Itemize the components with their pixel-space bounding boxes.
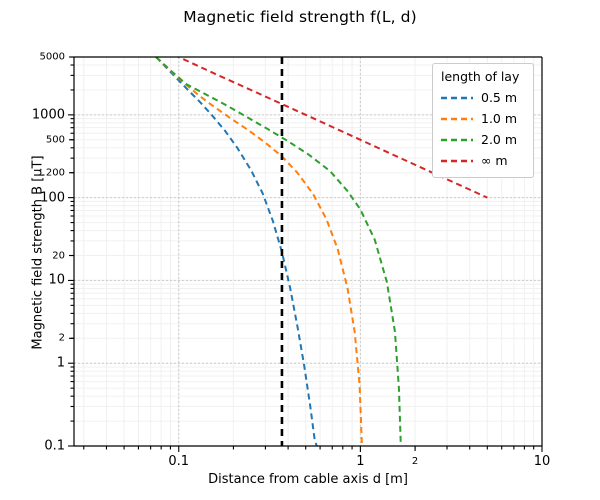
x-axis-label: Distance from cable axis d [m] bbox=[208, 472, 408, 487]
y-tick-label: 1000 bbox=[31, 107, 65, 123]
series-line-m bbox=[176, 57, 488, 199]
chart-title: Magnetic field strength f(L, d) bbox=[183, 8, 417, 26]
legend-item-label: ∞ m bbox=[481, 153, 508, 168]
chart-legend: length of lay 0.5 m 1.0 m 2.0 m ∞ m bbox=[432, 63, 534, 178]
y-tick-label: 500 bbox=[45, 134, 65, 146]
legend-item-label: 0.5 m bbox=[481, 90, 518, 105]
legend-item[interactable]: 1.0 m bbox=[440, 108, 526, 129]
y-tick-label: 100 bbox=[40, 190, 65, 206]
series-line-2.0m bbox=[155, 57, 402, 446]
legend-item-label: 1.0 m bbox=[481, 111, 518, 126]
series-line-0.5m bbox=[155, 57, 318, 446]
y-tick-label: 1 bbox=[56, 355, 65, 371]
tick-marks bbox=[68, 56, 543, 452]
legend-item-label: 2.0 m bbox=[481, 132, 518, 147]
y-tick-label: 0.1 bbox=[44, 438, 65, 454]
y-tick-label: 2 bbox=[58, 332, 65, 344]
y-tick-label: 20 bbox=[52, 250, 65, 261]
legend-item[interactable]: 2.0 m bbox=[440, 129, 526, 150]
x-tick-label: 10 bbox=[533, 454, 551, 469]
y-tick-label: 5000 bbox=[39, 51, 65, 63]
legend-items: 0.5 m 1.0 m 2.0 m ∞ m bbox=[440, 87, 526, 171]
legend-item[interactable]: ∞ m bbox=[440, 150, 526, 171]
y-tick-label: 200 bbox=[45, 167, 65, 179]
x-tick-label: 1 bbox=[356, 454, 365, 469]
x-tick-label: 2 bbox=[411, 456, 419, 467]
x-tick-label: 0.1 bbox=[168, 454, 190, 469]
legend-line-swatch bbox=[440, 155, 474, 167]
legend-line-swatch bbox=[440, 92, 474, 104]
y-tick-label: 10 bbox=[48, 272, 65, 288]
legend-item[interactable]: 0.5 m bbox=[440, 87, 526, 108]
legend-line-swatch bbox=[440, 113, 474, 125]
legend-title: length of lay bbox=[441, 69, 520, 84]
legend-line-swatch bbox=[440, 134, 474, 146]
